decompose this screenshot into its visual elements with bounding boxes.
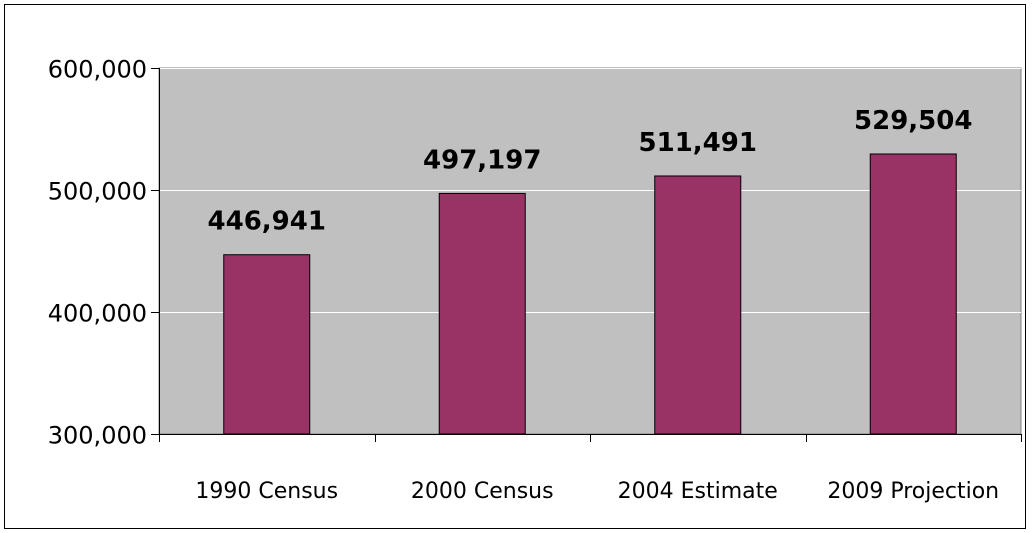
x-category-label: 1990 Census <box>195 479 338 504</box>
x-category-label: 2004 Estimate <box>618 479 778 504</box>
data-label: 446,941 <box>208 207 326 237</box>
bar <box>654 175 742 435</box>
y-tick-label: 600,000 <box>48 56 147 84</box>
bar <box>869 153 957 435</box>
x-category-label: 2000 Census <box>411 479 554 504</box>
y-tick-label: 300,000 <box>48 422 147 450</box>
y-axis: 300,000 400,000 500,000 600,000 <box>48 56 160 450</box>
data-label: 529,504 <box>854 106 972 136</box>
x-category-label: 2009 Projection <box>827 479 999 504</box>
y-tick-label: 500,000 <box>48 178 147 206</box>
bar <box>223 254 311 435</box>
y-tick-label: 400,000 <box>48 300 147 328</box>
data-labels: 446,941 497,197 511,491 529,504 <box>208 106 973 237</box>
x-axis: 1990 Census 2000 Census 2004 Estimate 2009 … <box>159 434 1022 504</box>
data-label: 511,491 <box>639 128 757 158</box>
bars <box>223 153 957 435</box>
bar <box>438 192 526 435</box>
data-label: 497,197 <box>423 145 541 175</box>
